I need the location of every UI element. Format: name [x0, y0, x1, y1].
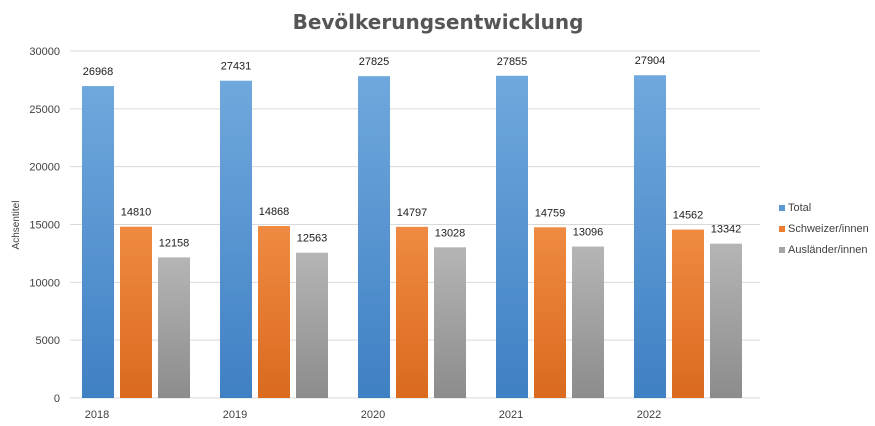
data-label: 13028	[435, 227, 466, 239]
bar	[534, 227, 566, 398]
x-axis-ticks: 2018 2019 2020 2021 2022	[85, 409, 661, 421]
y-tick-label: 15000	[29, 220, 60, 232]
bar	[710, 243, 742, 398]
data-label: 14797	[397, 207, 428, 219]
bar	[220, 80, 252, 398]
legend-label: Schweizer/innen	[788, 223, 869, 235]
chart-title: Bevölkerungsentwicklung	[293, 10, 584, 34]
data-label: 12158	[159, 237, 190, 249]
x-tick-label: 2022	[637, 409, 661, 421]
bar	[82, 86, 114, 399]
bar	[572, 246, 604, 398]
bar	[158, 257, 190, 398]
y-tick-label: 10000	[29, 277, 60, 289]
data-label: 27855	[497, 56, 528, 68]
bar	[296, 252, 328, 398]
legend-swatch	[779, 247, 785, 253]
y-tick-label: 20000	[29, 162, 60, 174]
y-axis-label: Achsentitel	[11, 201, 22, 250]
data-label: 14759	[535, 207, 566, 219]
y-tick-label: 30000	[29, 46, 60, 58]
bars	[82, 75, 742, 399]
data-label: 26968	[83, 66, 114, 78]
legend-label: Ausländer/innen	[788, 244, 868, 256]
bar	[672, 229, 704, 398]
data-label: 13342	[711, 224, 742, 236]
x-tick-label: 2021	[499, 409, 523, 421]
data-label: 27825	[359, 56, 390, 68]
x-tick-label: 2018	[85, 409, 109, 421]
y-tick-label: 5000	[36, 335, 60, 347]
bar	[396, 226, 428, 398]
y-axis-ticks: 0 5000 10000 15000 20000 25000 30000	[29, 46, 60, 405]
data-label: 14868	[259, 206, 290, 218]
bar	[496, 75, 528, 399]
data-label: 27904	[635, 55, 666, 67]
bar	[258, 226, 290, 398]
data-label: 12563	[297, 233, 328, 245]
data-labels: 26968 14810 12158 27431 14868 12563 27825 14797…	[83, 55, 742, 249]
data-label: 14562	[673, 210, 704, 222]
bar	[634, 75, 666, 398]
data-label: 13096	[573, 227, 604, 239]
y-tick-label: 25000	[29, 104, 60, 116]
legend-label: Total	[788, 202, 811, 214]
data-label: 27431	[221, 61, 252, 73]
x-tick-label: 2020	[361, 409, 385, 421]
y-tick-label: 0	[54, 393, 60, 405]
bar	[120, 226, 152, 398]
legend: Total Schweizer/innen Ausländer/innen	[779, 202, 869, 256]
data-label: 14810	[121, 207, 152, 219]
legend-swatch	[779, 205, 785, 211]
x-tick-label: 2019	[223, 409, 247, 421]
legend-swatch	[779, 226, 785, 232]
bar	[434, 247, 466, 398]
bar	[358, 76, 390, 398]
